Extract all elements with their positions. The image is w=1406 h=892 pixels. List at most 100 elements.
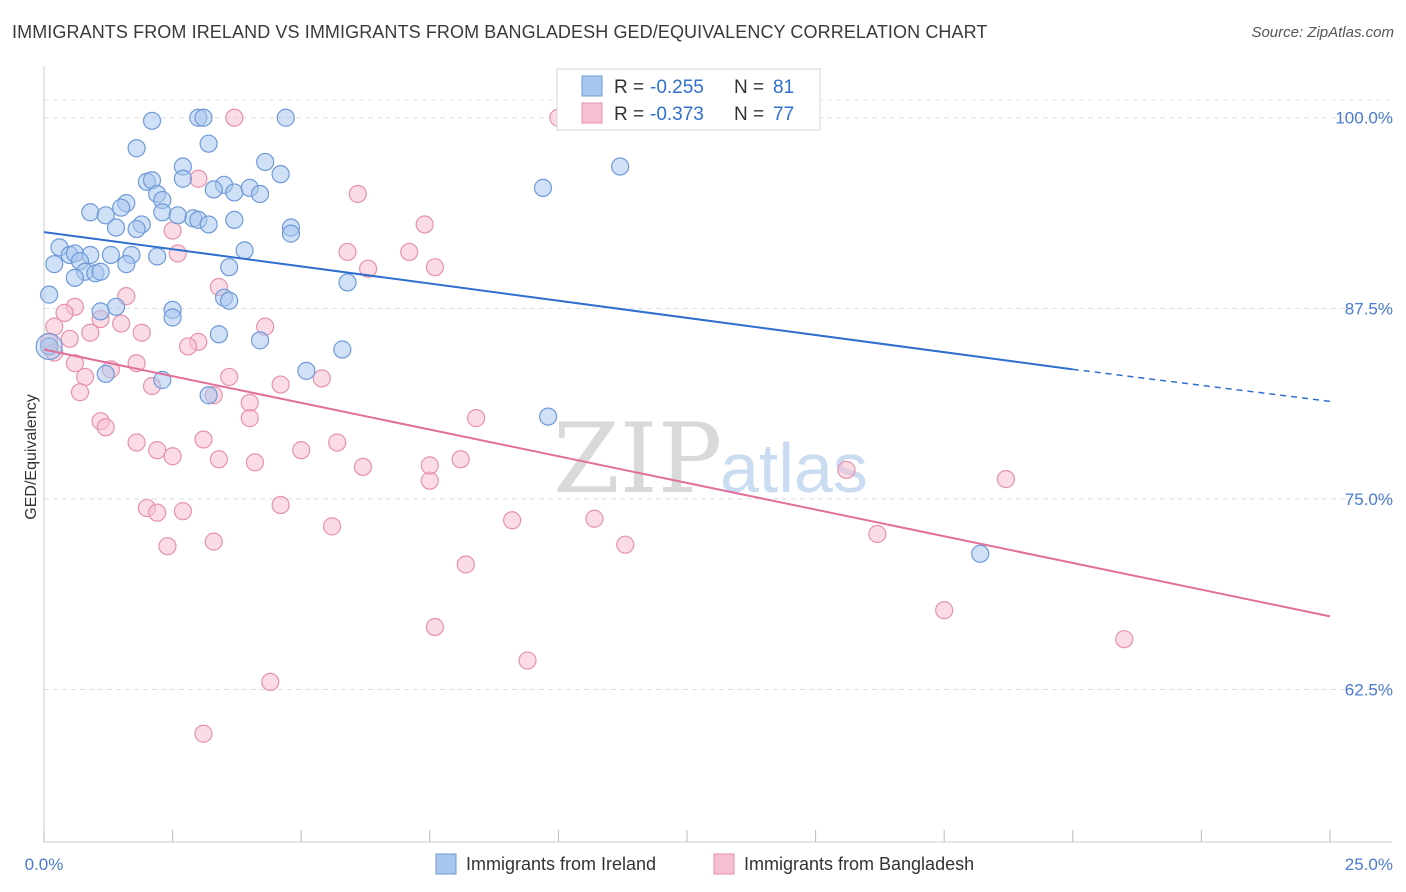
bangladesh-point-47 (209, 450, 228, 469)
ireland-point-55 (220, 291, 239, 310)
watermark-zip: ZIP (553, 403, 722, 515)
ireland-point-5 (199, 134, 218, 153)
ireland-point-65 (199, 386, 218, 405)
bangladesh-point-66 (456, 555, 475, 574)
ireland-point-33 (281, 224, 301, 243)
legend-r-value-ireland: -0.255 (650, 77, 704, 98)
bangladesh-point-55 (271, 495, 290, 515)
ireland-point-13 (204, 180, 223, 199)
ireland-point-62 (96, 364, 115, 384)
y-tick-labels: 62.5% 75.0% 87.5% 100.0% (1335, 109, 1393, 700)
ireland-trend-line-extension (1072, 368, 1331, 403)
bangladesh-point-0 (225, 108, 244, 127)
bangladesh-point-65 (158, 537, 177, 556)
ireland-point-64 (297, 361, 316, 380)
ireland-point-30 (127, 219, 146, 239)
ireland-point-57 (163, 308, 182, 327)
bangladesh-point-63 (868, 524, 887, 544)
y-tick-label-3: 100.0% (1335, 109, 1393, 128)
bangladesh-point-34 (70, 383, 90, 402)
ireland-point-27 (168, 206, 187, 225)
ireland-point-16 (250, 184, 270, 204)
ireland-point-56 (338, 273, 357, 292)
bangladesh-point-6 (338, 242, 357, 262)
ireland-point-large (35, 332, 63, 361)
bangladesh-point-49 (353, 457, 373, 477)
ireland-point-38 (101, 245, 120, 265)
bangladesh-point-54 (996, 470, 1016, 489)
bangladesh-point-64 (204, 532, 223, 551)
axes (43, 66, 1392, 843)
bottom-legend-swatch-bangladesh (713, 853, 735, 875)
legend-n-value-ireland: 81 (773, 77, 794, 98)
bangladesh-point-37 (240, 409, 259, 428)
ireland-point-42 (45, 255, 64, 274)
bangladesh-point-42 (127, 433, 146, 452)
bangladesh-trend-line (43, 348, 1331, 618)
legend-swatch-bangladesh (581, 102, 603, 124)
bangladesh-point-31 (312, 369, 331, 388)
y-axis-label: GED/Equivalency (23, 394, 40, 519)
bangladesh-point-24 (178, 337, 198, 356)
bangladesh-point-4 (163, 221, 182, 240)
source-label: Source: ZipAtlas.com (1251, 24, 1394, 41)
bangladesh-point-59 (322, 517, 342, 536)
bangladesh-point-26 (65, 354, 84, 373)
ireland-point-58 (209, 325, 228, 344)
bangladesh-point-17 (112, 314, 131, 333)
ireland-point-66 (533, 178, 553, 197)
ireland-point-4 (127, 139, 146, 158)
legend-box: R = -0.255 N = 81 R = -0.373 N = 77 (556, 68, 821, 131)
ireland-point-29 (106, 218, 126, 237)
bangladesh-point-30 (220, 367, 239, 387)
ireland-point-22 (81, 203, 100, 222)
bangladesh-point-45 (292, 441, 311, 460)
data-points (35, 108, 1134, 743)
ireland-point-41 (235, 241, 254, 260)
ireland-point-68 (539, 407, 558, 426)
ireland-point-14 (225, 183, 244, 202)
bangladesh-point-69 (425, 617, 445, 637)
bangladesh-point-46 (163, 447, 182, 466)
legend-n-label-bangladesh: N = (734, 104, 764, 125)
bangladesh-point-7 (400, 242, 419, 262)
ireland-point-52 (91, 302, 110, 321)
x-tick-label-0: 0.0% (25, 855, 64, 874)
ireland-point-69 (971, 544, 990, 563)
bottom-legend-label-bangladesh: Immigrants from Bangladesh (744, 854, 974, 874)
bangladesh-point-43 (328, 433, 347, 452)
bangladesh-point-51 (420, 456, 439, 475)
bangladesh-point-14 (55, 303, 74, 323)
legend-n-label-ireland: N = (734, 77, 764, 98)
ireland-point-44 (220, 258, 239, 277)
legend-swatch-ireland (581, 75, 603, 97)
y-tick-label-0: 62.5% (1345, 681, 1393, 700)
ireland-trend-line (43, 231, 1073, 371)
ireland-point-49 (65, 268, 84, 287)
bangladesh-point-5 (415, 215, 434, 234)
ireland-point-2 (194, 108, 213, 127)
ireland-point-26 (225, 210, 244, 230)
bangladesh-point-58 (173, 502, 192, 521)
bangladesh-point-44 (148, 441, 167, 460)
ireland-point-21 (153, 203, 172, 222)
bangladesh-point-9 (358, 259, 378, 278)
x-tick-label-1: 25.0% (1345, 855, 1393, 874)
ireland-point-50 (40, 285, 59, 304)
ireland-point-31 (199, 215, 218, 234)
legend-r-label-ireland: R = (614, 77, 644, 98)
bangladesh-point-60 (503, 511, 522, 530)
ireland-point-11 (173, 169, 192, 188)
ireland-point-67 (611, 157, 630, 176)
ireland-point-7 (271, 165, 290, 184)
ireland-point-48 (91, 262, 110, 281)
legend-r-label-bangladesh: R = (614, 104, 644, 125)
ireland-point-6 (256, 152, 275, 172)
bangladesh-point-19 (81, 323, 100, 342)
bangladesh-point-72 (194, 724, 213, 743)
bangladesh-point-52 (451, 450, 470, 469)
bangladesh-point-33 (271, 375, 290, 394)
bangladesh-point-41 (194, 430, 213, 449)
bangladesh-point-71 (261, 672, 280, 692)
